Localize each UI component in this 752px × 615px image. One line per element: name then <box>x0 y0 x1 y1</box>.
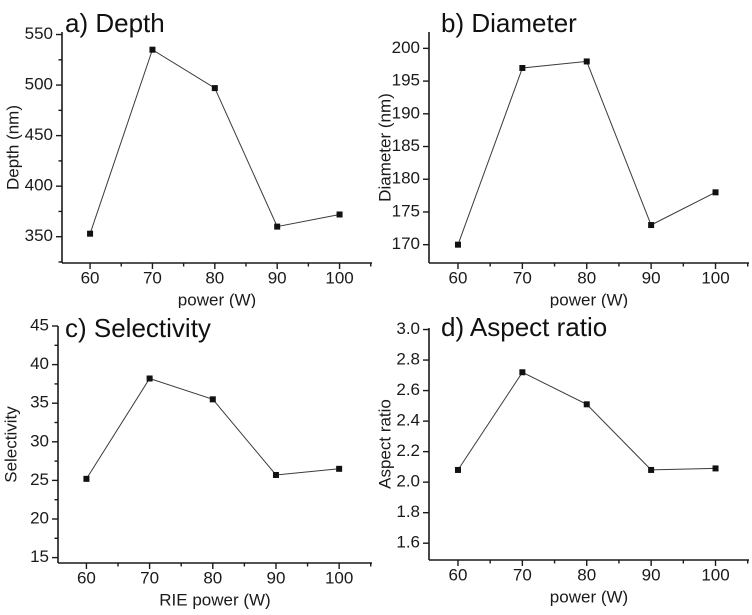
data-point-marker <box>454 466 461 473</box>
y-tick-label: 3.0 <box>396 319 420 338</box>
x-tick-label: 90 <box>268 268 287 287</box>
chart-panel-c: 60 70 80 90 100 15 20 25 30 35 40 45 c) Selectivity R… <box>0 308 376 615</box>
data-point-marker <box>211 85 218 92</box>
data-point-marker <box>712 189 719 196</box>
data-point-marker <box>648 466 655 473</box>
data-point-marker <box>146 375 153 382</box>
data-point-marker <box>83 475 90 482</box>
chart-d-aspect-ratio: 60 70 80 90 100 1.6 1.8 2.0 2.2 2.4 2.6 2.8 3.0 d) As… <box>376 312 749 606</box>
x-tick-label: 70 <box>513 268 532 287</box>
y-tick-label: 2.0 <box>396 472 420 491</box>
data-point-marker <box>336 211 343 218</box>
data-line <box>457 371 716 471</box>
chart-panel-d: 60 70 80 90 100 1.6 1.8 2.0 2.2 2.4 2.6 2.8 3.0 d) As… <box>376 308 752 615</box>
x-tick-label: 80 <box>205 268 224 287</box>
chart-panel-b: 60 70 80 90 100 170 175 180 185 190 195 200 b) Diame… <box>376 0 752 308</box>
chart-title: c) Selectivity <box>65 313 211 343</box>
y-axis-label: Depth (nm) <box>3 105 22 190</box>
x-axis-label: power (W) <box>178 290 256 308</box>
data-point-marker <box>272 471 279 478</box>
data-point-marker <box>454 241 461 248</box>
data-line <box>89 48 340 234</box>
x-tick-label: 70 <box>140 568 159 587</box>
chart-title: b) Diameter <box>441 8 577 38</box>
data-point-marker <box>519 369 526 376</box>
y-tick-label: 1.6 <box>396 533 420 552</box>
y-tick-label: 15 <box>30 547 49 566</box>
x-axis-label: power (W) <box>550 290 628 308</box>
chart-a-depth: 60 70 80 90 100 350 400 450 500 550 a) Depth power … <box>3 8 372 308</box>
y-tick-label: 180 <box>392 169 420 188</box>
y-tick-label: 40 <box>30 354 49 373</box>
x-tick-label: 60 <box>81 268 100 287</box>
data-point-marker <box>209 396 216 403</box>
chart-c-selectivity: 60 70 80 90 100 15 20 25 30 35 40 45 c) Selectivity R… <box>1 313 372 609</box>
data-point-marker <box>583 401 590 408</box>
y-axis-label: Selectivity <box>1 406 20 483</box>
chart-title: d) Aspect ratio <box>441 312 607 342</box>
x-tick-label: 60 <box>77 568 96 587</box>
data-point-marker <box>712 465 719 472</box>
y-tick-label: 195 <box>392 71 420 90</box>
data-point-marker <box>274 223 281 230</box>
y-tick-label: 35 <box>30 393 49 412</box>
y-tick-label: 1.8 <box>396 502 420 521</box>
x-tick-label: 90 <box>642 565 661 584</box>
y-tick-label: 170 <box>392 234 420 253</box>
y-tick-label: 30 <box>30 431 49 450</box>
y-tick-label: 185 <box>392 136 420 155</box>
x-tick-label: 70 <box>143 268 162 287</box>
x-tick-label: 90 <box>642 268 661 287</box>
x-tick-label: 80 <box>203 568 222 587</box>
chart-panel-a: 60 70 80 90 100 350 400 450 500 550 a) Depth power … <box>0 0 376 308</box>
x-tick-label: 60 <box>449 565 468 584</box>
x-tick-label: 70 <box>513 565 532 584</box>
y-axis-label: Aspect ratio <box>376 399 394 489</box>
x-tick-label: 100 <box>325 268 353 287</box>
x-tick-label: 100 <box>701 268 729 287</box>
y-tick-label: 350 <box>25 226 53 245</box>
chart-title: a) Depth <box>65 8 165 38</box>
y-tick-label: 2.6 <box>396 380 420 399</box>
data-line <box>85 377 340 480</box>
x-tick-label: 100 <box>701 565 729 584</box>
y-tick-label: 2.4 <box>396 411 420 430</box>
x-tick-label: 60 <box>449 268 468 287</box>
y-tick-label: 450 <box>25 125 53 144</box>
x-axis-label: power (W) <box>550 587 628 606</box>
data-point-marker <box>336 465 343 472</box>
y-tick-label: 200 <box>392 38 420 57</box>
y-tick-label: 175 <box>392 201 420 220</box>
data-point-marker <box>519 64 526 71</box>
chart-b-diameter: 60 70 80 90 100 170 175 180 185 190 195 200 b) Diame… <box>376 8 749 308</box>
y-tick-label: 2.8 <box>396 350 420 369</box>
y-tick-label: 2.2 <box>396 441 420 460</box>
y-axis-label: Diameter (nm) <box>376 93 394 202</box>
y-tick-label: 45 <box>30 315 49 334</box>
y-tick-label: 550 <box>25 24 53 43</box>
x-tick-label: 80 <box>577 565 596 584</box>
data-point-marker <box>583 58 590 65</box>
y-tick-label: 500 <box>25 75 53 94</box>
y-tick-label: 25 <box>30 470 49 489</box>
data-line <box>457 60 716 245</box>
x-tick-label: 80 <box>577 268 596 287</box>
y-tick-label: 190 <box>392 103 420 122</box>
x-tick-label: 90 <box>267 568 286 587</box>
data-point-marker <box>149 46 156 53</box>
x-axis-label: RIE power (W) <box>159 590 270 609</box>
x-tick-label: 100 <box>325 568 353 587</box>
y-tick-label: 20 <box>30 508 49 527</box>
data-point-marker <box>648 222 655 229</box>
y-tick-label: 400 <box>25 176 53 195</box>
data-point-marker <box>87 230 94 237</box>
